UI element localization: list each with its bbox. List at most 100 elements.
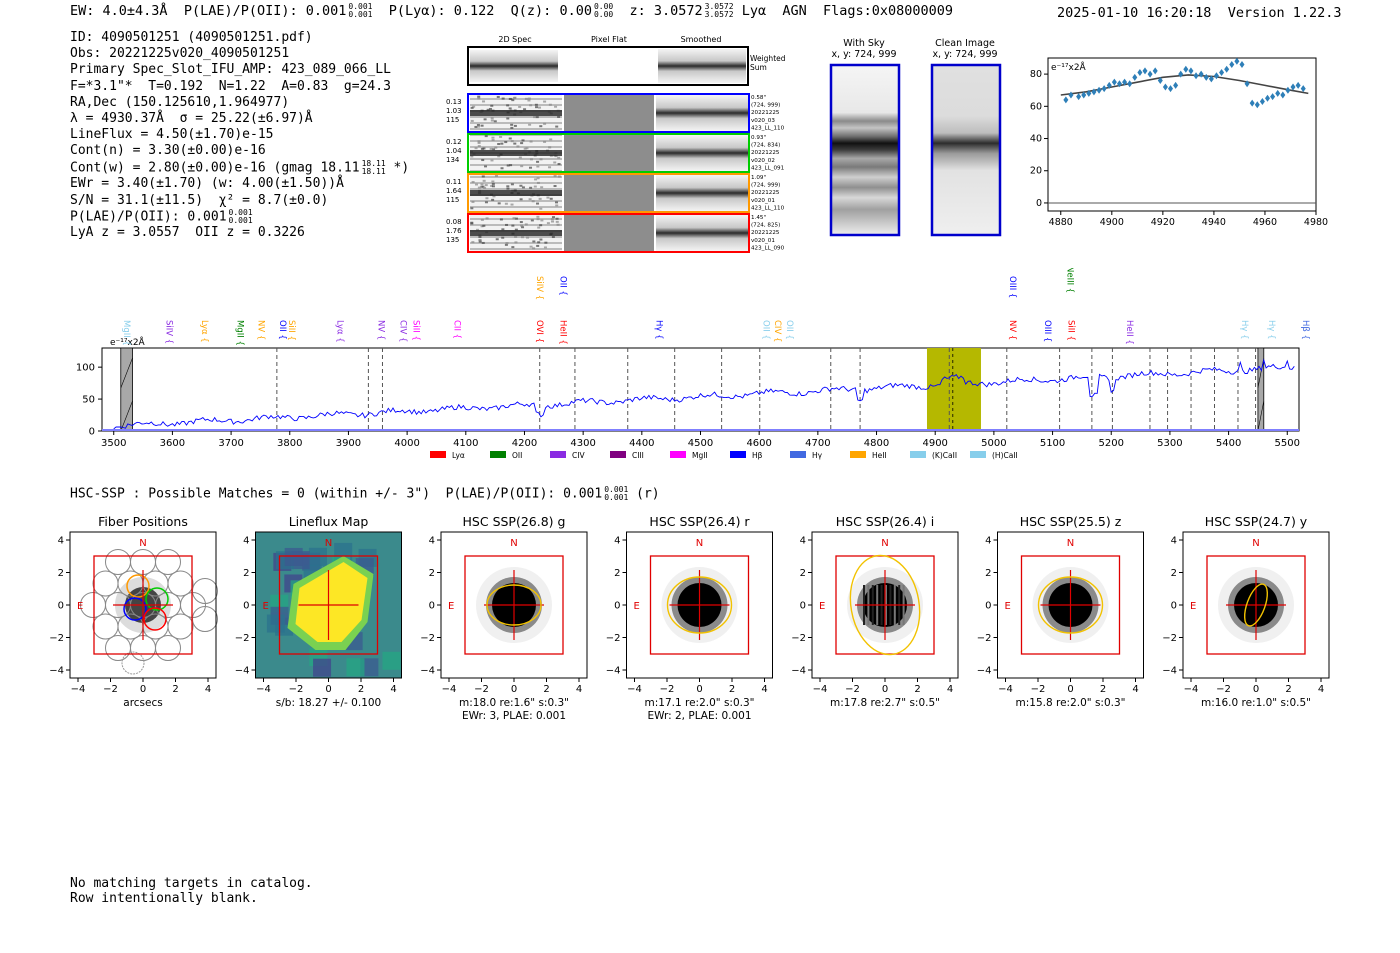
zoom-xtick-label: 4960 (1253, 217, 1277, 228)
cutout-left-label: 1.64 (446, 187, 462, 195)
zoom-data-point (1142, 67, 1148, 75)
noise-pixel (470, 155, 474, 158)
noise-pixel (510, 203, 514, 206)
noise-pixel (539, 224, 543, 227)
line-label: OIII { (1007, 276, 1017, 298)
panel-xtick-label: 2 (172, 684, 178, 695)
timestamp: 2025-01-10 16:20:18 Version 1.22.3 (1057, 5, 1342, 21)
cutout-right-label: 0.58" (751, 95, 766, 101)
zoom-ytick-label: 60 (1030, 101, 1042, 112)
line-label-text: SiII { (286, 320, 296, 341)
panel-xtick-label: 0 (1253, 684, 1259, 695)
lineflux-core (295, 562, 368, 642)
qz-value: Q(z): 0.00 (510, 3, 592, 19)
line-label-text: CII { (452, 320, 462, 339)
noise-pixel (494, 146, 498, 149)
line-label: OII { (277, 320, 287, 340)
noise-pixel (491, 180, 495, 183)
panel-ytick-label: −4 (49, 666, 64, 677)
panel-ytick-label: −2 (977, 633, 992, 644)
panel-ytick-label: −4 (420, 666, 435, 677)
cutout-trace (470, 150, 562, 156)
spectrum-xtick-label: 4200 (512, 438, 537, 449)
spectrum-ytick-label: 50 (82, 395, 95, 406)
noise-pixel (518, 105, 522, 108)
cutout-pixelflat (564, 175, 654, 211)
noise-pixel (482, 179, 486, 182)
masked-region (120, 347, 133, 432)
noise-pixel (499, 218, 503, 221)
noise-pixel (529, 158, 533, 161)
panel-ytick-label: 0 (1171, 601, 1177, 612)
noise-pixel (548, 103, 552, 106)
spectrum-xtick-label: 4400 (629, 438, 654, 449)
cutout-frame (467, 173, 750, 213)
noise-pixel (508, 107, 512, 110)
zoom-data-point (1168, 85, 1174, 93)
source-ellipse (1037, 576, 1104, 634)
noise-pixel (481, 159, 485, 162)
noise-pixel (551, 220, 555, 223)
hsc-summary: HSC-SSP : Possible Matches = 0 (within +… (70, 486, 660, 502)
zoom-xtick-label: 4940 (1202, 217, 1226, 228)
agn-flag: AGN (782, 3, 807, 19)
zoom-data-point (1254, 101, 1260, 109)
noise-pixel (526, 236, 530, 239)
noise-pixel (537, 241, 541, 244)
cutout-smoothed (656, 135, 748, 171)
fiber-circle (105, 635, 131, 661)
noise-pixel (484, 201, 488, 204)
imaging-panels: Fiber Positions N E −4 4 −2 2 0 0 2 −2 4 −4 arcsecs Li… (49, 514, 1330, 722)
line-label-text: OIII { (1042, 320, 1052, 342)
source-ellipse (486, 584, 542, 626)
zoom-data-point (1259, 97, 1265, 105)
source-ellipse (1243, 583, 1269, 627)
panel-xtick-label: 2 (1100, 684, 1106, 695)
noise-pixel (476, 228, 480, 231)
noise-pixel (484, 165, 488, 168)
noise-pixel (512, 97, 516, 100)
noise-pixel (521, 139, 525, 142)
source-ellipse (666, 576, 733, 634)
plya-value: P(Lyα): 0.122 (388, 3, 495, 19)
noise-pixel (539, 158, 543, 161)
aperture-box (649, 555, 750, 655)
line-label: SiII { (286, 320, 296, 341)
line-label-text: Lyα { (199, 320, 209, 343)
cutout-pixelflat (564, 95, 654, 131)
zoom-xtick-label: 4900 (1100, 217, 1124, 228)
panel-ytick-label: −4 (235, 666, 250, 677)
noise-pixel (546, 196, 550, 199)
legend-label: CIII (632, 451, 644, 460)
noise-pixel (548, 146, 552, 149)
line-label-text: NV { (375, 320, 385, 340)
noise-pixel (543, 122, 547, 125)
spectrum-xtick-label: 4800 (864, 438, 889, 449)
line-label-text: SiIV { (164, 320, 174, 344)
cutout-right-label: 423_LL_110 (751, 205, 785, 211)
noise-pixel (555, 201, 559, 204)
zoom-data-point (1290, 83, 1296, 91)
panel-ytick-label: 4 (243, 536, 249, 547)
panel-xtick-label: 0 (325, 684, 331, 695)
panel-ytick-label: 0 (800, 601, 806, 612)
panel-ytick-label: −2 (606, 633, 621, 644)
noise-pixel (491, 139, 495, 142)
line-label-text: OII { (557, 276, 567, 296)
spectrum-xtick-label: 5100 (1040, 438, 1065, 449)
panel-xtick-label: 4 (1318, 684, 1324, 695)
fiber-circle (167, 613, 194, 640)
cutout-right-label: 423_LL_091 (751, 165, 785, 171)
source-ellipse (849, 554, 921, 656)
panel-xtick-label: −4 (627, 684, 642, 695)
north-label: N (881, 538, 888, 549)
zoom-data-point (1127, 80, 1133, 88)
zoom-data-point (1063, 96, 1069, 104)
info-id: ID: 4090501251 (4090501251.pdf) (70, 30, 313, 45)
info-primary: Primary Spec_Slot_IFU_AMP: 423_089_066_L… (70, 62, 391, 78)
line-label: HeII { (1124, 320, 1134, 345)
noise-pixel (529, 166, 533, 169)
